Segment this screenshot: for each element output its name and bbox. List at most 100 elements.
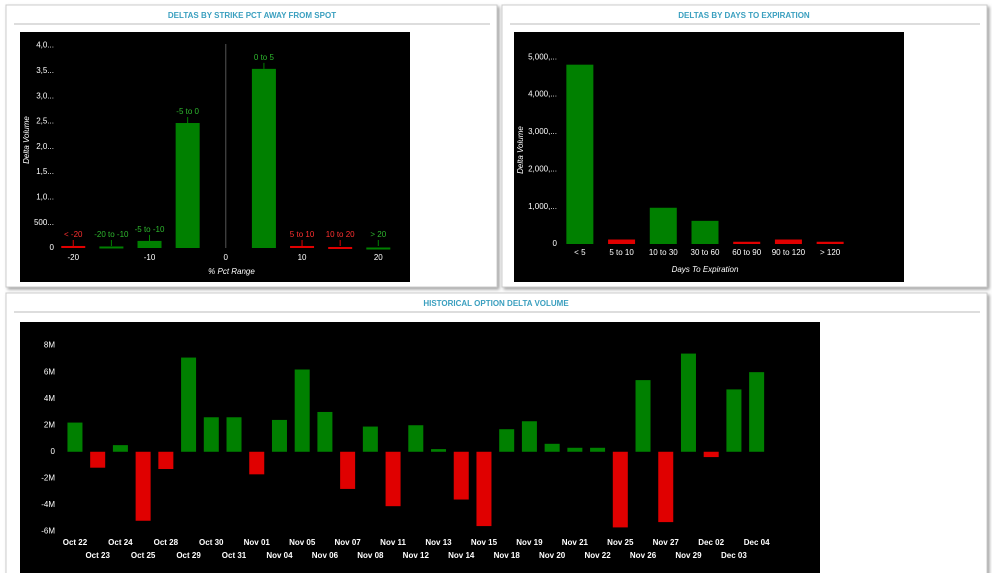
- bar: [271, 419, 287, 452]
- bar: [733, 241, 761, 244]
- bar: [408, 425, 424, 452]
- plot-area: [20, 32, 410, 282]
- bar: [703, 451, 719, 458]
- bar: [175, 123, 200, 248]
- bar: [521, 421, 537, 452]
- y-axis-label: Delta Volume: [22, 116, 31, 164]
- x-tick-label: 10: [298, 253, 307, 262]
- bar: [67, 422, 83, 452]
- y-tick-label: 0: [50, 243, 55, 252]
- bar: [249, 451, 265, 475]
- y-tick-label: 0: [553, 239, 558, 248]
- y-tick-label: 0: [51, 447, 56, 456]
- x-tick-label: -10: [144, 253, 156, 262]
- x-tick-label: Nov 21: [562, 538, 589, 547]
- x-tick-label: Oct 31: [222, 551, 247, 560]
- bar: [328, 246, 353, 249]
- y-tick-label: 2,0...: [36, 142, 54, 151]
- bar: [658, 451, 674, 523]
- bar: [774, 239, 802, 244]
- bar: [649, 207, 677, 244]
- bar: [290, 245, 315, 248]
- y-tick-label: -4M: [41, 500, 55, 509]
- bar: [816, 241, 844, 244]
- x-tick-label: Oct 23: [85, 551, 110, 560]
- y-tick-label: 6M: [44, 367, 55, 376]
- x-tick-label: Oct 22: [63, 538, 88, 547]
- y-tick-label: 3,5...: [36, 66, 54, 75]
- x-tick-label: Nov 25: [607, 538, 634, 547]
- x-tick-label: < 5: [574, 248, 586, 257]
- bar: [203, 417, 219, 452]
- bar: [362, 426, 378, 452]
- x-tick-label: Nov 14: [448, 551, 475, 560]
- x-tick-label: Nov 20: [539, 551, 566, 560]
- x-tick-label: -20: [67, 253, 79, 262]
- y-tick-label: -6M: [41, 526, 55, 535]
- bar: [317, 411, 333, 452]
- x-tick-label: Dec 02: [698, 538, 724, 547]
- bar-label: 5 to 10: [290, 230, 315, 239]
- x-tick-label: Nov 22: [584, 551, 611, 560]
- panel-title: DELTAS BY DAYS TO EXPIRATION: [678, 11, 810, 20]
- y-tick-label: -2M: [41, 473, 55, 482]
- y-tick-label: 5,000,...: [528, 52, 557, 61]
- bar: [158, 451, 174, 470]
- bar-label: 0 to 5: [254, 53, 275, 62]
- y-tick-label: 4M: [44, 394, 55, 403]
- x-tick-label: Oct 28: [154, 538, 179, 547]
- y-tick-label: 4,000,...: [528, 90, 557, 99]
- y-tick-label: 2,000,...: [528, 164, 557, 173]
- bar: [385, 451, 401, 507]
- bar: [251, 68, 276, 249]
- y-axis-label: Delta Volume: [516, 126, 525, 174]
- x-axis-label: Days To Expiration: [672, 265, 739, 274]
- bar: [612, 451, 628, 528]
- x-tick-label: Nov 06: [312, 551, 339, 560]
- bar: [135, 451, 151, 521]
- bar: [137, 240, 162, 248]
- bar: [340, 451, 356, 489]
- x-tick-label: Nov 08: [357, 551, 384, 560]
- bar: [590, 447, 606, 452]
- bar: [294, 369, 310, 452]
- bar: [112, 445, 128, 452]
- bar: [366, 247, 391, 250]
- bar: [635, 380, 651, 452]
- x-tick-label: 60 to 90: [732, 248, 761, 257]
- x-tick-label: Nov 13: [425, 538, 452, 547]
- bar-label: < -20: [64, 230, 83, 239]
- x-axis-label: % Pct Range: [208, 267, 255, 276]
- bar: [476, 451, 492, 527]
- x-tick-label: Oct 24: [108, 538, 133, 547]
- y-tick-label: 8M: [44, 341, 55, 350]
- bar: [99, 246, 124, 249]
- bar-label: -5 to -10: [135, 225, 165, 234]
- bar: [226, 417, 242, 452]
- x-tick-label: Oct 29: [176, 551, 201, 560]
- x-tick-label: Nov 27: [653, 538, 680, 547]
- x-tick-label: Nov 05: [289, 538, 316, 547]
- x-tick-label: Nov 04: [266, 551, 293, 560]
- y-tick-label: 3,000,...: [528, 127, 557, 136]
- bar-label: -5 to 0: [176, 107, 199, 116]
- x-tick-label: Dec 04: [744, 538, 770, 547]
- bar: [680, 353, 696, 452]
- x-tick-label: Nov 11: [380, 538, 406, 547]
- x-tick-label: 10 to 30: [649, 248, 678, 257]
- x-tick-label: Oct 30: [199, 538, 224, 547]
- x-tick-label: Nov 29: [675, 551, 702, 560]
- bar: [453, 451, 469, 500]
- y-tick-label: 2,5...: [36, 117, 54, 126]
- bar-label: 10 to 20: [326, 230, 355, 239]
- y-tick-label: 3,0...: [36, 91, 54, 100]
- x-tick-label: Nov 26: [630, 551, 657, 560]
- x-tick-label: Dec 03: [721, 551, 747, 560]
- x-tick-label: 0: [224, 253, 229, 262]
- y-tick-label: 1,5...: [36, 167, 54, 176]
- bar: [181, 357, 197, 452]
- x-tick-label: Nov 19: [516, 538, 543, 547]
- x-tick-label: 90 to 120: [772, 248, 806, 257]
- bar: [544, 443, 560, 452]
- x-tick-label: Nov 12: [403, 551, 430, 560]
